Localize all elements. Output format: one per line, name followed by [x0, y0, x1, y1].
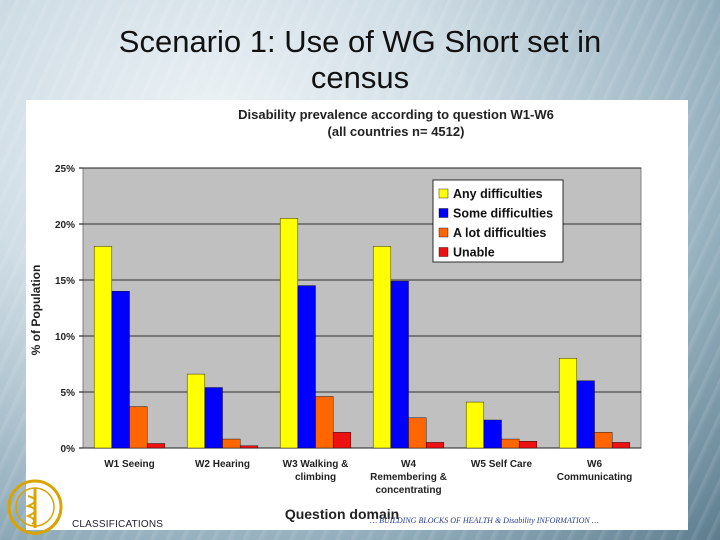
- legend-box: [432, 179, 564, 263]
- bar: [594, 432, 613, 449]
- bar: [483, 419, 502, 449]
- x-tick-label: climbing: [295, 472, 336, 483]
- x-tick-label: W1 Seeing: [104, 459, 155, 470]
- x-tick-label: W6: [587, 459, 602, 470]
- y-tick-label: 15%: [55, 276, 75, 287]
- slide-title-line-1: Scenario 1: Use of WG Short set in: [118, 24, 602, 59]
- x-tick-label: Communicating: [557, 472, 633, 483]
- bar: [518, 441, 538, 449]
- bar-chart: 0% 5% 10% 15% 20% 25% W1 Seeing W2 Hearing W3 W…: [29, 164, 642, 522]
- bar: [111, 290, 130, 449]
- bar: [204, 387, 223, 449]
- legend-label: Unable: [453, 246, 495, 260]
- slide-title: Scenario 1: Use of WG Short set in censu…: [60, 24, 660, 96]
- y-axis-label: % of Population: [29, 265, 43, 356]
- x-tick-label: W5 Self Care: [471, 459, 533, 470]
- legend-swatch: [438, 227, 449, 238]
- x-tick-label: concentrating: [375, 485, 441, 496]
- bar: [129, 406, 148, 449]
- bar: [146, 443, 166, 449]
- bar: [558, 358, 578, 449]
- x-tick-label: W3 Walking &: [283, 459, 349, 470]
- who-logo: [7, 479, 63, 536]
- bar: [501, 438, 520, 449]
- legend-label: Any difficulties: [453, 187, 543, 201]
- footer-classifications: CLASSIFICATIONS: [72, 519, 164, 530]
- y-tick-label: 10%: [55, 332, 75, 343]
- bar: [576, 380, 595, 449]
- bar: [315, 396, 334, 449]
- bar: [611, 442, 631, 449]
- chart-title: Disability prevalence according to quest…: [196, 106, 596, 140]
- x-tick-label: W2 Hearing: [195, 459, 250, 470]
- x-axis-label: Question domain: [285, 506, 399, 522]
- bar: [297, 285, 316, 449]
- x-tick-label: Remembering &: [370, 472, 447, 483]
- bar: [390, 280, 409, 449]
- chart-title-line-1: Disability prevalence according to quest…: [238, 107, 554, 122]
- bar: [408, 417, 427, 449]
- chart-title-line-2: (all countries n= 4512): [327, 124, 465, 139]
- legend-swatch: [438, 208, 449, 218]
- y-tick-label: 5%: [61, 388, 76, 399]
- legend-swatch: [438, 188, 449, 199]
- slide-title-line-2: census: [310, 60, 410, 95]
- bar: [222, 438, 241, 449]
- bar: [372, 246, 392, 449]
- legend-label: Some difficulties: [453, 207, 553, 221]
- bar: [425, 442, 445, 449]
- x-tick-label: W4: [401, 459, 416, 470]
- bar: [465, 401, 485, 449]
- legend-swatch: [438, 247, 449, 257]
- y-tick-label: 0%: [61, 444, 76, 455]
- bar: [239, 445, 259, 449]
- y-tick-label: 25%: [55, 164, 75, 175]
- legend-label: A lot difficulties: [453, 226, 546, 240]
- bar: [93, 246, 113, 449]
- bar: [279, 218, 299, 449]
- chart-panel: Disability prevalence according to quest…: [26, 100, 688, 530]
- y-tick-label: 20%: [55, 220, 75, 231]
- footer-tagline: … BUILDING BLOCKS OF HEALTH & Disability…: [370, 516, 599, 525]
- bar: [186, 373, 206, 449]
- bar: [332, 432, 352, 449]
